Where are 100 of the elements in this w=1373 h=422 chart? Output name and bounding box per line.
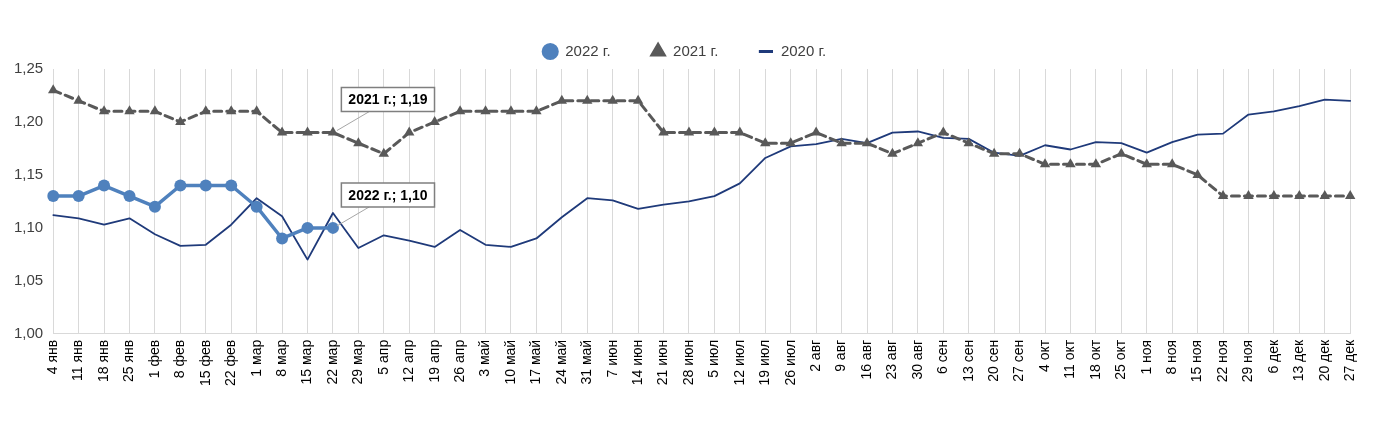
x-tick-label: 8 мар <box>272 339 289 377</box>
annotation: 2022 г.; 1,10 <box>348 186 428 203</box>
point <box>836 137 847 147</box>
x-tick-label: 22 фев <box>222 339 239 387</box>
point <box>1268 190 1280 200</box>
point <box>480 105 491 115</box>
point <box>225 179 238 192</box>
y-tick-label: 1,00 <box>13 323 44 341</box>
point <box>531 105 542 115</box>
x-tick-label: 11 янв <box>69 339 86 381</box>
x-tick-label: 29 мар <box>349 339 366 385</box>
point <box>175 115 186 125</box>
point <box>149 105 161 115</box>
x-tick-label: 4 окт <box>1035 339 1052 372</box>
x-tick-label: 22 мар <box>323 339 340 385</box>
x-tick-label: 4 янв <box>44 339 61 375</box>
point <box>1166 158 1178 168</box>
point <box>174 179 187 192</box>
point <box>98 179 111 192</box>
point <box>326 221 339 234</box>
x-tick-label: 13 сен <box>959 339 976 382</box>
x-tick-label: 20 дек <box>1315 338 1332 382</box>
x-tick-label: 18 янв <box>94 339 111 383</box>
annotation: 2021 г.; 1,19 <box>348 91 428 108</box>
x-tick-label: 8 ноя <box>1163 339 1180 375</box>
point <box>98 105 110 115</box>
x-tick-label: 19 апр <box>425 339 442 383</box>
x-tick-label: 10 май <box>501 339 518 385</box>
x-tick-label: 11 окт <box>1061 339 1078 379</box>
x-tick-label: 1 мар <box>247 339 264 377</box>
point <box>276 126 288 136</box>
x-tick-label: 1 ноя <box>1137 339 1154 375</box>
x-tick-label: 26 июл <box>781 339 798 386</box>
x-tick-label: 15 фев <box>196 339 213 387</box>
x-tick-label: 29 ноя <box>1239 339 1256 383</box>
y-tick-label: 1,10 <box>13 218 44 236</box>
x-tick-label: 15 мар <box>298 339 315 385</box>
x-tick-label: 1 фев <box>145 339 162 379</box>
point <box>582 94 593 104</box>
point <box>1192 168 1203 178</box>
point <box>226 105 237 115</box>
x-tick-label: 22 ноя <box>1213 339 1230 383</box>
x-tick-label: 2 авг <box>807 339 823 372</box>
x-tick-label: 16 авг <box>857 339 874 380</box>
x-tick-label: 18 окт <box>1086 339 1103 380</box>
legend-label: 2021 г. <box>673 41 719 59</box>
x-tick-label: 8 фев <box>171 339 188 379</box>
point <box>505 105 517 115</box>
point <box>47 190 60 203</box>
point <box>1039 158 1051 168</box>
point <box>301 221 314 234</box>
x-tick-label: 24 май <box>552 339 569 385</box>
y-tick-label: 1,25 <box>13 59 44 77</box>
point <box>658 126 669 136</box>
x-tick-label: 14 июн <box>628 339 645 386</box>
point <box>378 147 389 157</box>
point <box>1141 158 1152 168</box>
legend-label: 2022 г. <box>565 41 611 59</box>
x-tick-label: 25 янв <box>120 339 137 383</box>
point <box>1090 158 1102 168</box>
point <box>938 126 949 136</box>
point <box>963 137 974 147</box>
point <box>72 190 85 203</box>
point <box>709 126 720 136</box>
x-tick-label: 12 июл <box>730 339 747 386</box>
point <box>353 137 364 147</box>
point <box>1065 158 1076 168</box>
x-tick-label: 6 сен <box>934 339 951 374</box>
point <box>199 179 212 192</box>
x-tick-label: 27 дек <box>1341 338 1358 382</box>
point <box>1217 190 1229 200</box>
x-tick-label: 12 апр <box>400 339 417 383</box>
point <box>302 126 313 136</box>
x-tick-label: 13 дек <box>1290 338 1307 382</box>
point <box>1014 147 1025 157</box>
point <box>1294 190 1305 200</box>
point <box>124 105 135 115</box>
point <box>632 94 644 104</box>
x-tick-label: 5 апр <box>374 339 391 375</box>
point <box>250 200 263 213</box>
x-tick-label: 25 окт <box>1112 339 1129 380</box>
point <box>1243 190 1254 200</box>
y-tick-label: 1,15 <box>13 165 44 183</box>
legend-label: 2020 г. <box>780 41 827 59</box>
x-tick-label: 23 авг <box>883 339 900 380</box>
y-tick-label: 1,20 <box>13 112 44 130</box>
x-tick-label: 26 апр <box>450 339 467 383</box>
y-tick-label: 1,05 <box>13 270 44 288</box>
point <box>887 147 898 157</box>
point <box>276 232 289 245</box>
x-tick-label: 27 сен <box>1010 339 1027 382</box>
x-tick-label: 3 май <box>476 339 493 377</box>
x-tick-label: 6 дек <box>1264 338 1281 374</box>
point <box>1116 147 1127 157</box>
x-tick-label: 21 июн <box>654 339 671 386</box>
x-tick-label: 17 май <box>527 339 544 385</box>
point <box>123 190 136 203</box>
point <box>48 84 59 94</box>
x-tick-label: 31 май <box>578 339 595 385</box>
x-tick-label: 19 июл <box>756 339 773 386</box>
